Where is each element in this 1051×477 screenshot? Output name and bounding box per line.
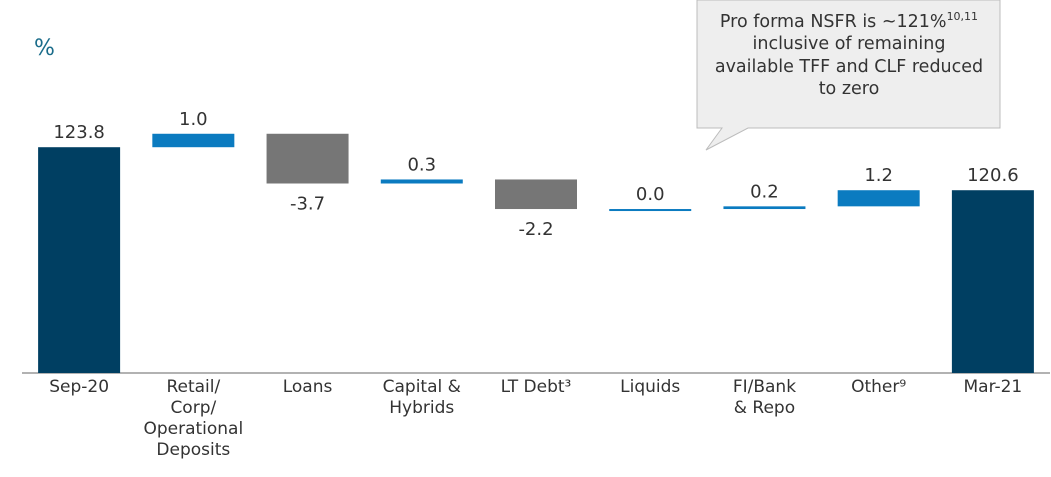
value-label: 0.3	[407, 154, 436, 175]
value-label: -3.7	[290, 193, 325, 214]
value-label: 1.0	[179, 109, 208, 130]
value-label: 0.2	[750, 181, 779, 202]
x-tick-label: LT Debt³	[500, 377, 572, 397]
annotation-text-after: inclusive of remaining available TFF and…	[714, 34, 984, 100]
annotation-superscript: 10,11	[946, 10, 979, 23]
x-tick-label: Other⁹	[851, 377, 907, 397]
bar	[723, 206, 806, 210]
bar	[380, 179, 463, 184]
x-tick-label: Loans	[282, 377, 333, 397]
unit-label: %	[34, 36, 55, 61]
bar	[837, 190, 920, 207]
annotation: Pro forma NSFR is ~121%10,11 inclusive o…	[712, 6, 986, 101]
bar	[951, 190, 1034, 373]
value-label: -2.2	[518, 219, 553, 240]
bar	[266, 133, 349, 184]
bar	[495, 179, 577, 210]
callout-box	[696, 0, 1001, 151]
bar	[38, 147, 121, 373]
value-label: 1.2	[864, 165, 893, 186]
value-label: 120.6	[967, 165, 1019, 186]
x-tick-label: Sep-20	[49, 377, 110, 397]
x-tick-label: FI/Bank & Repo	[732, 377, 797, 418]
bar	[152, 133, 235, 148]
x-tick-label: Mar-21	[963, 377, 1023, 397]
x-tick-label: Capital & Hybrids	[382, 377, 461, 418]
annotation-text: Pro forma NSFR is ~121%	[719, 11, 947, 32]
value-label: 123.8	[53, 122, 105, 143]
x-tick-label: Liquids	[620, 377, 681, 397]
bar	[609, 209, 692, 212]
x-tick-label: Retail/ Corp/ Operational Deposits	[143, 377, 244, 460]
value-label: 0.0	[636, 184, 665, 205]
